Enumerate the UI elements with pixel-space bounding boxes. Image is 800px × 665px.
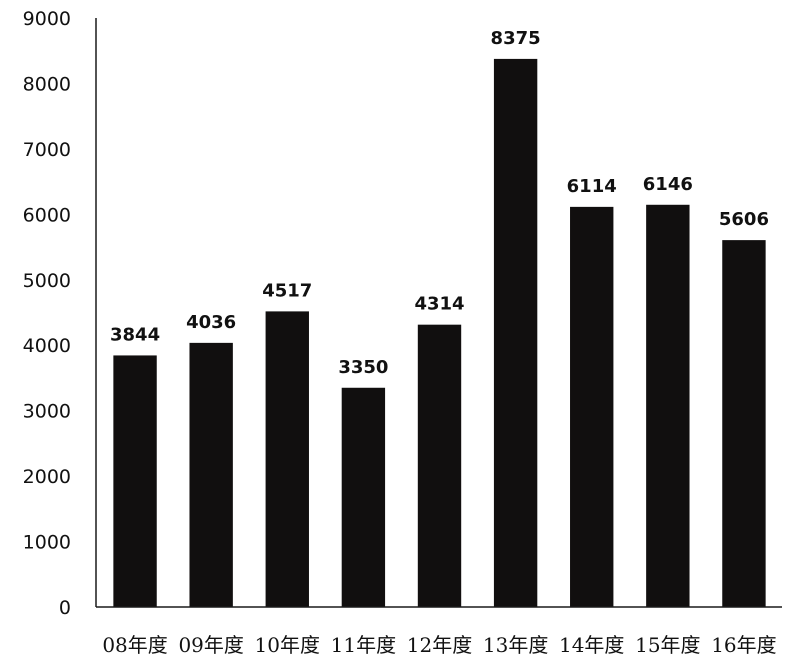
bar: [113, 355, 157, 607]
x-tick-label: 10年度: [255, 633, 320, 657]
bar: [570, 206, 614, 607]
y-tick-label: 4000: [23, 335, 71, 357]
x-tick-label: 12年度: [407, 633, 472, 657]
bar-value-label: 4036: [186, 312, 236, 333]
x-tick-label: 14年度: [559, 633, 624, 657]
bar: [722, 240, 766, 607]
y-tick-label: 1000: [23, 532, 71, 554]
y-tick-label: 0: [59, 597, 71, 619]
x-tick-label: 15年度: [635, 633, 700, 657]
bar: [189, 342, 233, 607]
bar: [417, 324, 462, 607]
bar: [341, 387, 386, 607]
y-axis-ticks: 0 1000 2000 3000 4000 5000 6000 7000 8000 9000: [23, 8, 71, 619]
bar: [493, 58, 538, 608]
x-tick-label: 11年度: [331, 633, 396, 657]
bar-value-label: 4314: [414, 294, 464, 315]
bar: [265, 311, 309, 607]
bar-value-label: 6146: [643, 174, 693, 195]
bar-value-label: 4517: [262, 280, 312, 301]
y-tick-label: 2000: [23, 466, 71, 488]
bar-value-label: 3844: [110, 324, 160, 345]
x-tick-label: 16年度: [711, 633, 776, 657]
bars-layer: [113, 58, 766, 608]
x-tick-label: 13年度: [483, 633, 548, 657]
bar-value-label: 5606: [719, 209, 769, 230]
y-tick-label: 3000: [23, 401, 71, 423]
x-tick-label: 08年度: [102, 633, 167, 657]
y-tick-label: 7000: [23, 139, 71, 161]
x-axis-ticks: 08年度 09年度 10年度 11年度 12年度 13年度 14年度 15年度 16年度: [102, 633, 776, 657]
y-tick-label: 6000: [23, 204, 71, 226]
bar: [646, 204, 690, 607]
bar-value-label: 6114: [567, 176, 617, 197]
x-tick-label: 09年度: [178, 633, 243, 657]
bar-value-label: 3350: [338, 357, 388, 378]
y-tick-label: 5000: [23, 270, 71, 292]
data-labels-layer: 3844 4036 4517 3350 4314 8375 6114 6146 5606: [110, 28, 769, 378]
y-tick-label: 8000: [23, 73, 71, 95]
bar-value-label: 8375: [491, 28, 541, 49]
y-tick-label: 9000: [23, 8, 71, 30]
